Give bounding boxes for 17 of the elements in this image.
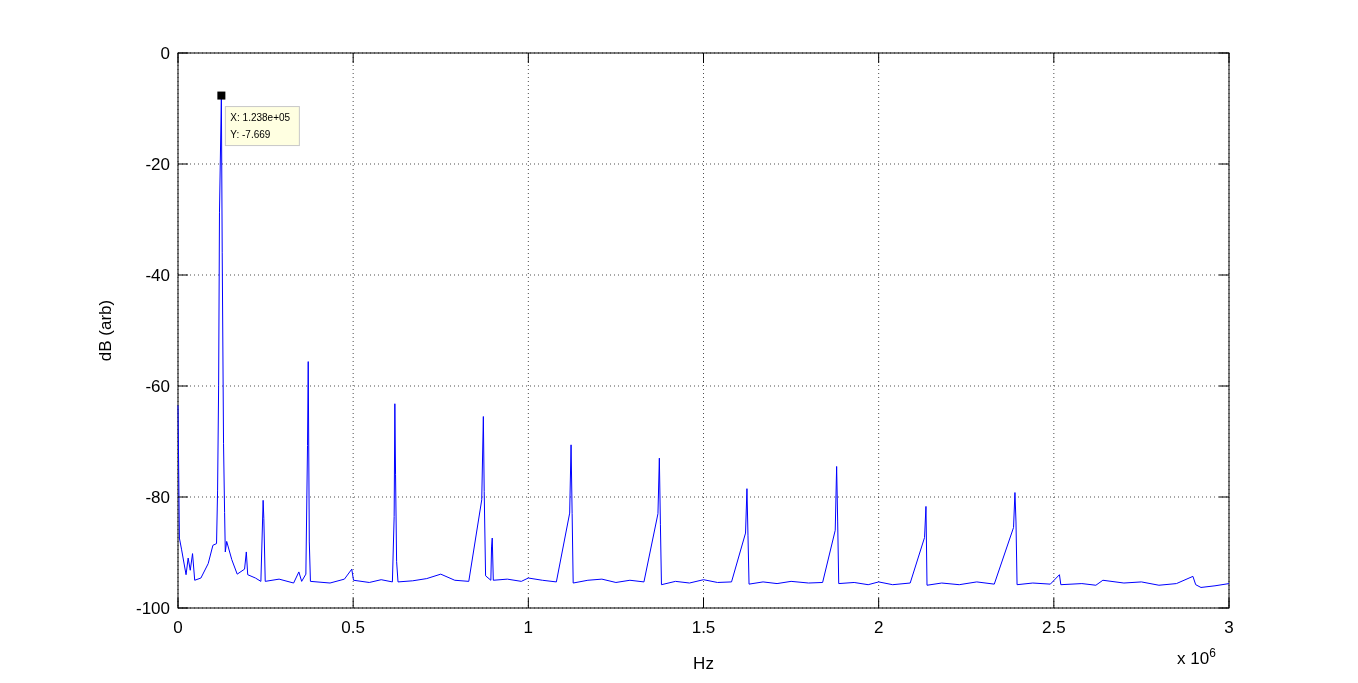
y-axis-title: dB (arb): [96, 299, 115, 362]
annotation: X: 1.238e+05 Y: -7.669: [230, 111, 291, 140]
x-tick-label: 1.5: [691, 618, 716, 637]
y-tick-label: -80: [145, 488, 170, 507]
x-tick-label: 3: [1224, 618, 1234, 637]
text: x 10$^{6}$: [1177, 646, 1217, 668]
x-tick-label: 0.5: [341, 618, 365, 637]
y-tick-label: -60: [145, 377, 170, 396]
x-tick-label: 1: [523, 618, 534, 637]
y-tick-label: 0: [160, 44, 170, 63]
x-tick-label: 2: [873, 618, 884, 637]
y-tick-label: -100: [135, 599, 170, 618]
x-tick-label: 2.5: [1042, 618, 1066, 637]
y-tick-label: -40: [145, 266, 170, 285]
y-tick-label: -20: [145, 155, 170, 174]
x-axis-title: Hz: [693, 654, 714, 673]
x-tick-label: 0: [173, 618, 183, 637]
